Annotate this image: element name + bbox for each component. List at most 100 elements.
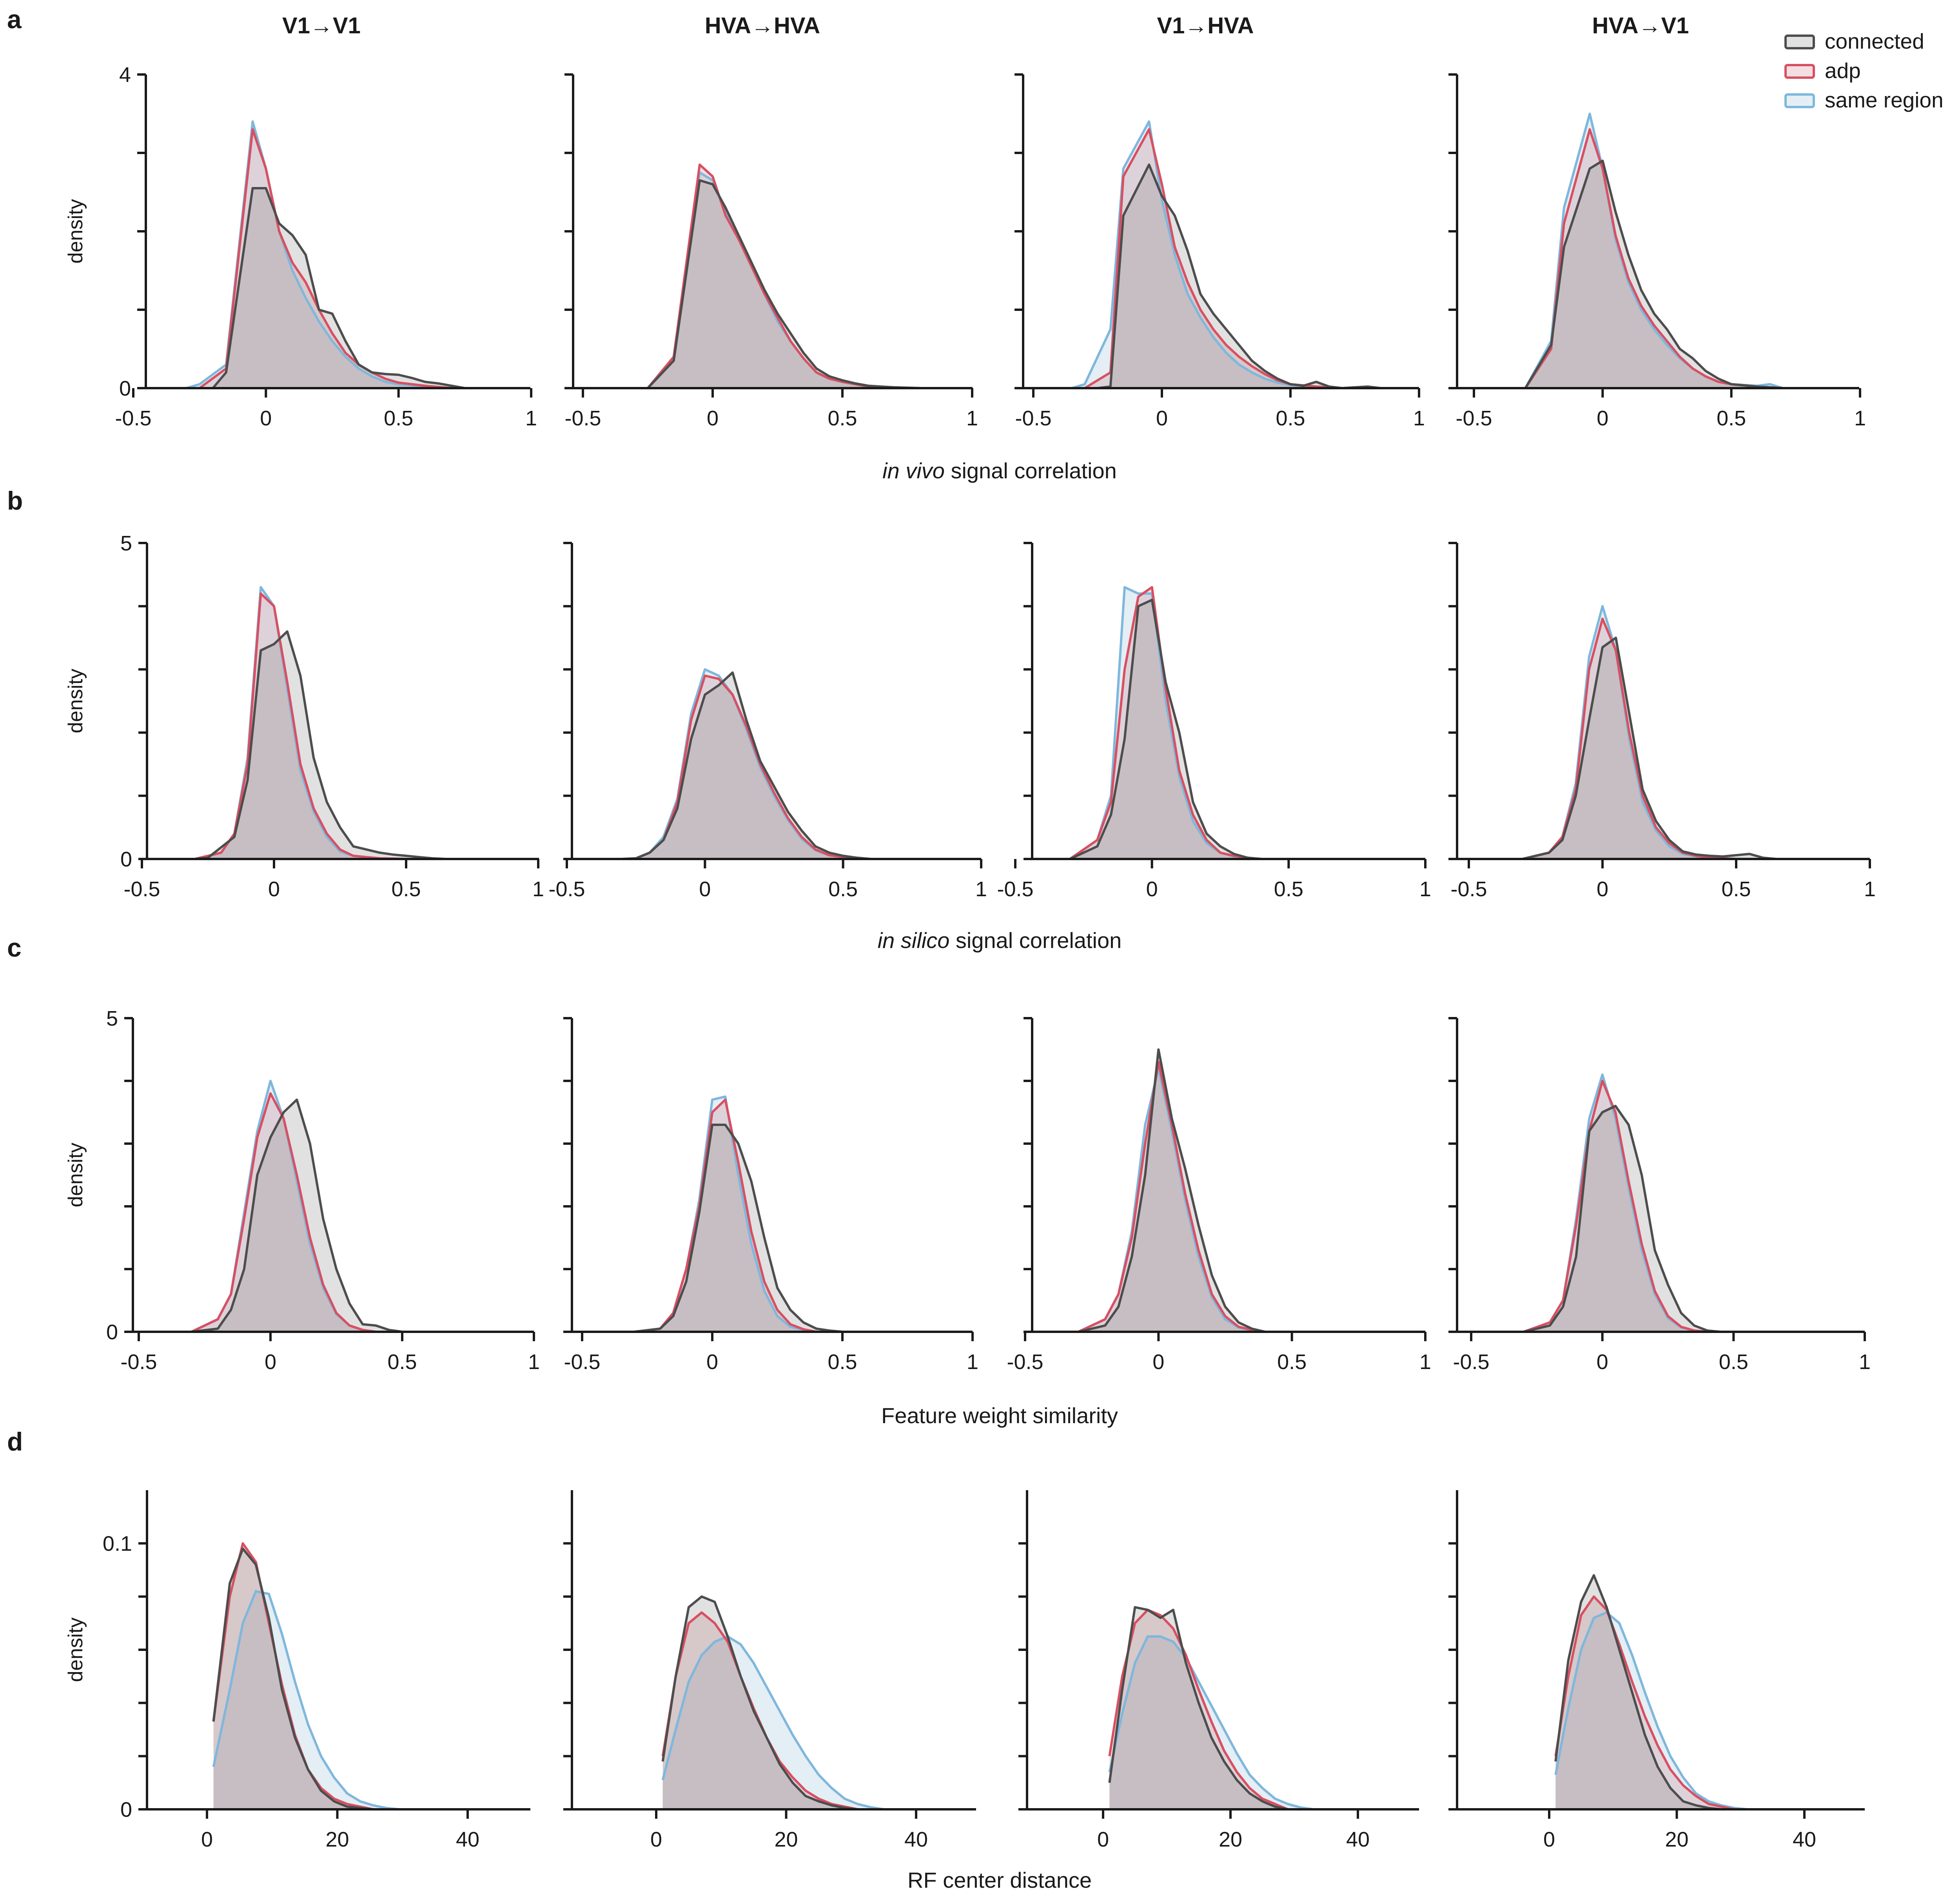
x-tick-label: 0.5 — [828, 1350, 857, 1374]
x-tick-label: 0 — [201, 1828, 213, 1851]
line-adp — [1108, 1609, 1289, 1810]
x-tick-label: 0 — [268, 877, 280, 901]
panel-b-hva-to-v1: -0.5 0 0.5 1 — [1448, 542, 1876, 901]
area-same-region — [622, 669, 871, 859]
row-a: a density in vivo signal correlation 0 4 -0.5… — [7, 5, 1866, 483]
x-tick-label: -0.5 — [564, 407, 601, 430]
panel-b-v1-to-hva: -0.5 0 0.5 1 — [997, 542, 1431, 901]
x-tick-label: 0.5 — [828, 877, 858, 901]
x-tick-label: -0.5 — [120, 1350, 157, 1374]
x-tick-label: 0.5 — [1717, 407, 1746, 430]
line-adp — [191, 1092, 376, 1333]
legend-label-same-region: same region — [1825, 88, 1944, 112]
area-same-region — [194, 587, 406, 859]
panel-c-hva-to-v1: -0.5 0 0.5 1 — [1448, 1017, 1871, 1374]
legend-label-connected: connected — [1825, 29, 1924, 53]
legend-swatch-connected — [1784, 35, 1815, 49]
y-axis-label-row-b: density — [64, 669, 87, 734]
area-connected — [1525, 161, 1783, 388]
x-tick-label: 1 — [1854, 407, 1866, 430]
line-same-region — [661, 1635, 884, 1810]
x-tick-label: 0.5 — [1277, 1350, 1307, 1374]
line-adp — [1069, 586, 1261, 860]
x-tick-label: 0 — [1156, 407, 1168, 430]
x-tick-label: 0 — [707, 407, 719, 430]
area-connected — [213, 1549, 373, 1809]
line-adp — [1524, 128, 1783, 389]
area-connected — [1523, 1106, 1720, 1332]
x-tick-label: 1 — [1413, 407, 1425, 430]
area-same-region — [191, 1081, 376, 1332]
area-connected — [634, 1125, 842, 1332]
area-same-region — [634, 1097, 817, 1332]
area-connected — [622, 672, 871, 859]
line-adp — [1523, 1080, 1708, 1333]
line-connected — [1069, 599, 1261, 860]
panel-d-v1-to-v1: 0 0.1 0 20 40 — [103, 1490, 530, 1851]
area-connected — [1078, 1050, 1265, 1332]
panel-letter-c: c — [7, 933, 22, 962]
x-axis-label-text: RF center distance — [907, 1868, 1092, 1892]
x-tick-label: 0.5 — [828, 407, 857, 430]
area-connected — [662, 1596, 858, 1809]
line-connected — [1522, 636, 1777, 860]
x-axis-label-italic: in silico — [878, 928, 950, 953]
x-tick-label: 0.5 — [387, 1350, 417, 1374]
area-same-region — [662, 1636, 884, 1809]
panel-d-hva-to-v1: 0 20 40 — [1448, 1490, 1865, 1851]
line-connected — [661, 1595, 858, 1810]
y-tick-label: 0 — [119, 377, 131, 400]
line-connected — [1078, 1048, 1266, 1333]
x-tick-label: 1 — [1859, 1350, 1871, 1374]
column-title-hva-to-v1: HVA→V1 — [1592, 13, 1689, 38]
area-same-region — [648, 173, 920, 388]
x-tick-label: 0 — [650, 1828, 662, 1851]
x-tick-label: 0.5 — [1276, 407, 1305, 430]
panel-c-v1-to-hva: -0.5 0 0.5 1 — [1007, 1017, 1431, 1374]
x-axis-label-row-b: in silico signal correlation — [878, 928, 1122, 953]
x-tick-label: 0.5 — [1274, 877, 1303, 901]
line-connected — [191, 1099, 403, 1333]
y-tick-label: 0.1 — [103, 1532, 132, 1556]
x-tick-label: -0.5 — [548, 877, 585, 901]
line-same-region — [1108, 1635, 1314, 1810]
panel-b-hva-to-hva: -0.5 0 0.5 1 — [548, 542, 987, 901]
area-adp — [200, 129, 452, 388]
x-tick-label: 0 — [1597, 407, 1608, 430]
y-tick-label: 4 — [119, 63, 131, 87]
panel-a-hva-to-v1: -0.5 0 0.5 1 — [1448, 73, 1866, 430]
line-adp — [199, 128, 452, 389]
line-adp — [634, 1099, 817, 1333]
line-same-region — [212, 1590, 399, 1810]
x-tick-label: -0.5 — [115, 407, 151, 430]
area-adp — [1525, 129, 1783, 388]
x-tick-label: 20 — [325, 1828, 349, 1851]
area-adp — [1085, 129, 1342, 388]
x-tick-label: 0.5 — [1719, 1350, 1748, 1374]
x-tick-label: 40 — [1346, 1828, 1370, 1851]
x-axis-label-text: Feature weight similarity — [881, 1403, 1118, 1428]
area-connected — [1109, 1607, 1288, 1809]
area-connected — [1555, 1575, 1722, 1809]
area-adp — [1078, 1062, 1265, 1332]
x-tick-label: 1 — [1419, 1350, 1431, 1374]
legend-swatch-adp — [1784, 64, 1815, 79]
line-connected — [622, 671, 871, 860]
y-tick-label: 0 — [120, 1798, 132, 1821]
x-tick-label: 0 — [1543, 1828, 1555, 1851]
line-connected — [194, 630, 446, 860]
x-tick-label: 0 — [699, 877, 711, 901]
x-axis-label-row-c: Feature weight similarity — [881, 1403, 1118, 1428]
x-tick-label: 0 — [1152, 1350, 1164, 1374]
x-tick-label: 1 — [1419, 877, 1431, 901]
panel-d-hva-to-hva: 0 20 40 — [563, 1490, 976, 1851]
x-tick-label: 0 — [706, 1350, 718, 1374]
x-tick-label: 0 — [1146, 877, 1158, 901]
x-axis-label-row-a: in vivo signal correlation — [882, 458, 1117, 483]
area-adp — [634, 1100, 817, 1332]
line-connected — [212, 1547, 374, 1810]
column-title-v1-to-v1: V1→V1 — [282, 13, 361, 38]
x-tick-label: 0 — [260, 407, 272, 430]
